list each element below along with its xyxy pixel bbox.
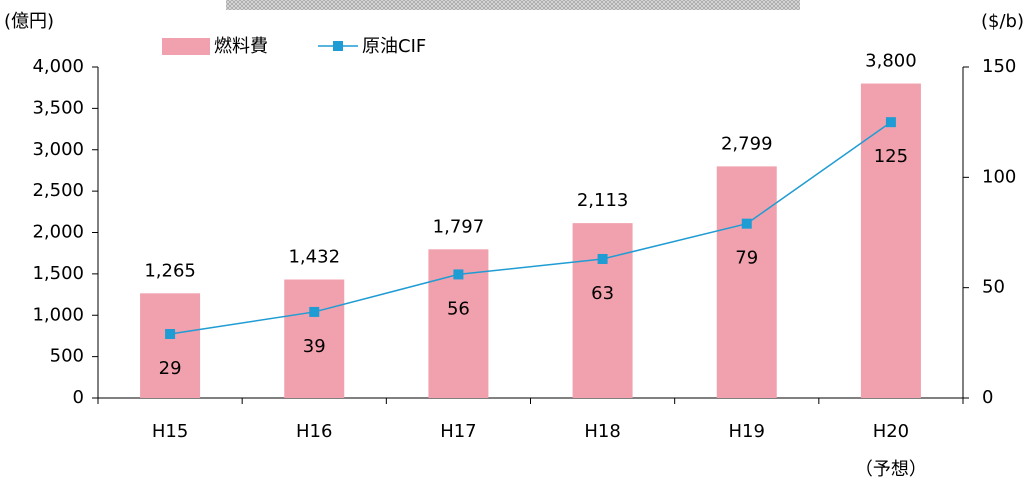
bar-value-label: 1,797 bbox=[433, 216, 485, 237]
y-axis-label: (億円) bbox=[4, 11, 54, 32]
bar-value-label: 1,432 bbox=[288, 247, 340, 268]
y2-tick-label: 100 bbox=[982, 166, 1016, 187]
y-tick-label: 2,000 bbox=[32, 222, 84, 243]
line-value-label: 79 bbox=[735, 248, 758, 269]
line-value-label: 39 bbox=[303, 336, 326, 357]
bar bbox=[572, 223, 633, 398]
y-tick-label: 0 bbox=[73, 387, 84, 408]
y-tick-label: 2,500 bbox=[32, 180, 84, 201]
x-tick-label: H20 bbox=[873, 421, 909, 442]
y-tick-label: 500 bbox=[50, 346, 84, 367]
line-marker bbox=[597, 253, 608, 264]
x-tick-label: H18 bbox=[584, 421, 620, 442]
x-tick-label: H19 bbox=[729, 421, 765, 442]
y-tick-label: 3,000 bbox=[32, 139, 84, 160]
line-marker bbox=[165, 329, 176, 340]
y-tick-label: 1,500 bbox=[32, 263, 84, 284]
bar-value-label: 2,113 bbox=[577, 190, 629, 211]
line bbox=[169, 121, 892, 335]
x-tick-label: H15 bbox=[152, 421, 188, 442]
line-value-label: 29 bbox=[159, 358, 182, 379]
legend-swatch bbox=[162, 38, 210, 55]
y2-tick-label: 150 bbox=[982, 56, 1016, 77]
y-tick-label: 4,000 bbox=[32, 56, 84, 77]
header-band bbox=[226, 0, 800, 10]
x-tick-label: H16 bbox=[296, 421, 332, 442]
line-marker bbox=[309, 306, 320, 317]
legend-label: 原油CIF bbox=[362, 36, 426, 57]
line-marker bbox=[741, 218, 752, 229]
bar bbox=[716, 166, 777, 398]
bar bbox=[140, 293, 201, 398]
bar bbox=[860, 83, 921, 399]
bar-value-label: 2,799 bbox=[721, 133, 773, 154]
line-marker bbox=[453, 269, 464, 280]
line-value-label: 125 bbox=[874, 146, 908, 167]
y2-tick-label: 0 bbox=[982, 387, 993, 408]
legend-label: 燃料費 bbox=[214, 36, 268, 57]
bar bbox=[284, 279, 345, 398]
line-marker bbox=[885, 117, 896, 128]
y-tick-label: 3,500 bbox=[32, 97, 84, 118]
line-value-label: 63 bbox=[591, 283, 614, 304]
bar-value-label: 3,800 bbox=[865, 51, 917, 72]
bar-value-label: 1,265 bbox=[144, 260, 196, 281]
x-tick-label: H17 bbox=[440, 421, 476, 442]
line-value-label: 56 bbox=[447, 298, 470, 319]
y2-tick-label: 50 bbox=[982, 277, 1005, 298]
legend-swatch bbox=[333, 41, 343, 51]
y2-axis-label: ($/b) bbox=[981, 11, 1024, 32]
annotation: （予想） bbox=[855, 459, 927, 480]
y-tick-label: 1,000 bbox=[32, 304, 84, 325]
